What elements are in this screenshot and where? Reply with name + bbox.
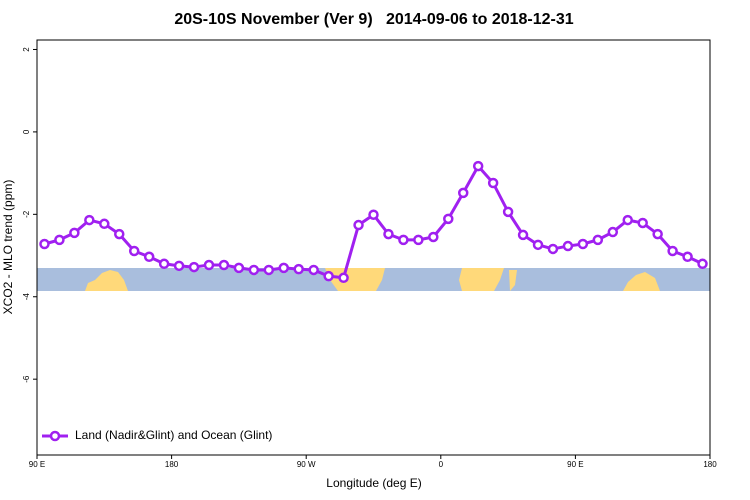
data-point xyxy=(652,228,663,240)
data-point xyxy=(338,272,349,284)
x-tick-label: 90 E xyxy=(567,460,583,469)
data-point xyxy=(383,228,394,240)
data-point xyxy=(99,218,110,230)
data-point xyxy=(218,259,230,271)
data-point xyxy=(114,228,125,240)
data-point xyxy=(128,245,140,257)
data-point xyxy=(637,217,648,229)
x-tick-label: 90 E xyxy=(29,460,45,469)
x-tick-label: 0 xyxy=(439,460,444,469)
data-point xyxy=(398,234,409,246)
data-point xyxy=(532,239,544,251)
y-tick-label: -2 xyxy=(22,210,31,218)
plot-frame xyxy=(36,39,711,456)
data-point xyxy=(607,226,619,238)
data-point xyxy=(278,262,290,274)
x-tick-label: 90 W xyxy=(297,460,316,469)
data-point xyxy=(323,270,334,282)
series-line xyxy=(44,164,704,280)
data-point xyxy=(517,229,529,241)
data-point xyxy=(697,258,708,270)
data-point xyxy=(667,245,678,257)
data-point xyxy=(592,234,604,246)
data-point xyxy=(622,214,633,226)
data-point xyxy=(54,234,65,246)
y-tick-label: -6 xyxy=(22,375,31,383)
data-point xyxy=(248,264,260,276)
y-tick-label: 0 xyxy=(22,129,31,134)
data-point xyxy=(39,238,50,250)
legend-label: Land (Nadir&Glint) and Ocean (Glint) xyxy=(75,428,272,442)
data-point xyxy=(173,260,185,272)
x-axis-label: Longitude (deg E) xyxy=(326,476,421,490)
y-tick-label: 2 xyxy=(22,47,31,52)
data-point xyxy=(69,227,80,239)
x-tick-label: 180 xyxy=(703,460,717,469)
data-point xyxy=(428,231,439,243)
y-axis-label: XCO2 - MLO trend (ppm) xyxy=(1,180,15,315)
data-point xyxy=(203,259,215,271)
data-point xyxy=(368,209,379,220)
chart-title: 20S-10S November (Ver 9) 2014-09-06 to 2… xyxy=(174,11,573,28)
data-point xyxy=(562,240,574,252)
data-point xyxy=(143,251,155,263)
data-point xyxy=(84,214,95,226)
data-point xyxy=(502,206,514,218)
data-point xyxy=(413,234,424,246)
data-point xyxy=(293,263,304,275)
data-point xyxy=(308,264,319,276)
data-point xyxy=(487,177,499,189)
data-point xyxy=(353,219,364,231)
land-ocean-strip xyxy=(37,268,710,291)
data-point xyxy=(158,258,170,270)
data-point xyxy=(457,187,469,199)
data-point xyxy=(472,160,484,172)
data-point xyxy=(233,262,245,274)
data-point xyxy=(547,243,559,255)
data-point xyxy=(443,213,454,225)
data-point xyxy=(263,264,275,276)
legend-marker xyxy=(49,430,61,442)
data-point xyxy=(188,261,200,273)
x-tick-label: 180 xyxy=(165,460,179,469)
data-point xyxy=(682,251,693,263)
y-tick-label: -4 xyxy=(22,293,31,301)
data-point xyxy=(577,238,589,250)
